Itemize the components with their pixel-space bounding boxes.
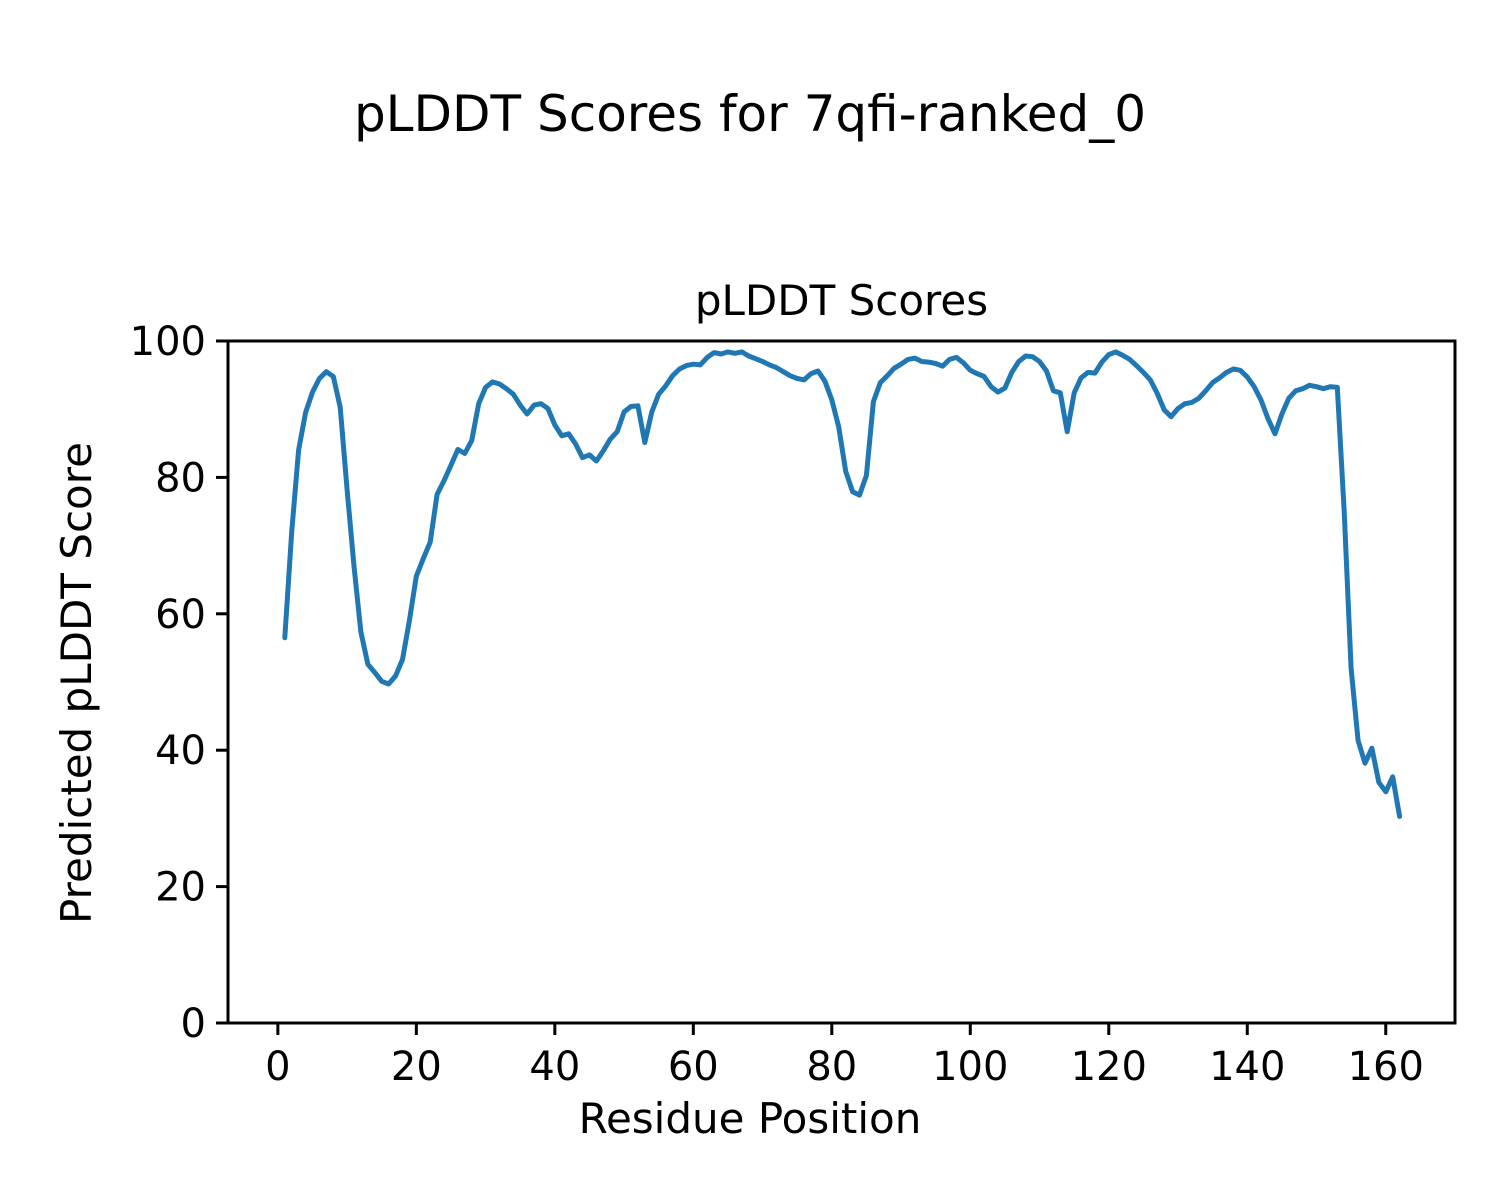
x-tick-label: 40 bbox=[529, 1044, 580, 1090]
x-tick-label: 20 bbox=[391, 1044, 442, 1090]
y-tick-label: 100 bbox=[130, 319, 206, 365]
x-tick-label: 120 bbox=[1071, 1044, 1147, 1090]
x-tick-label: 60 bbox=[668, 1044, 719, 1090]
x-tick-label: 80 bbox=[806, 1044, 857, 1090]
y-tick-label: 40 bbox=[155, 728, 206, 774]
y-tick-label: 0 bbox=[181, 1001, 206, 1047]
axes-spines bbox=[226, 339, 1457, 1025]
figure-title: pLDDT Scores for 7qfi-ranked_0 bbox=[353, 85, 1147, 143]
y-tick-label: 20 bbox=[155, 865, 206, 911]
plddt-score-line bbox=[282, 349, 1403, 819]
x-tick-label: 160 bbox=[1348, 1044, 1424, 1090]
x-axis-label: Residue Position bbox=[578, 1094, 922, 1143]
axes-title: pLDDT Scores bbox=[694, 276, 989, 325]
x-tick-label: 0 bbox=[265, 1044, 290, 1090]
x-tick-label: 140 bbox=[1209, 1044, 1285, 1090]
x-tick-label: 100 bbox=[932, 1044, 1008, 1090]
y-tick-label: 80 bbox=[155, 455, 206, 501]
y-tick-label: 60 bbox=[155, 592, 206, 638]
y-axis-label: Predicted pLDDT Score bbox=[51, 442, 101, 924]
